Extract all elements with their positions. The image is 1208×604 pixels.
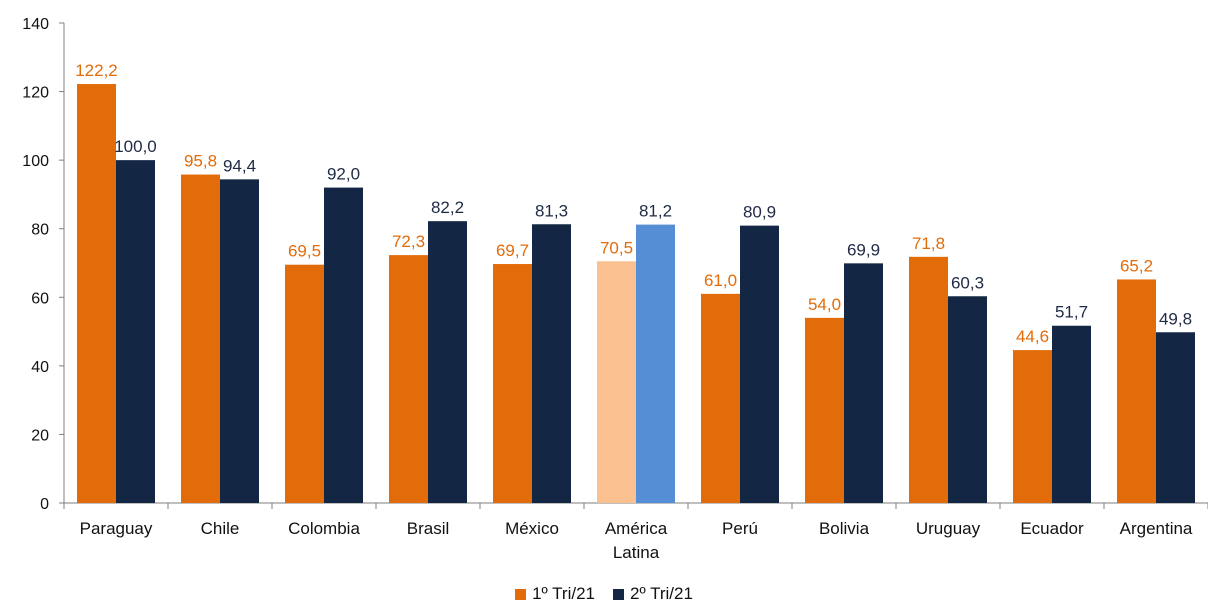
bar-2-2 bbox=[324, 187, 363, 504]
x-tick-label: Paraguay bbox=[80, 519, 153, 538]
x-tick-label: América bbox=[605, 519, 668, 538]
bar-2-6 bbox=[740, 225, 779, 503]
bars bbox=[77, 84, 1195, 504]
legend-item-series-1: 1º Tri/21 bbox=[515, 584, 595, 604]
legend-swatch-series-2 bbox=[613, 588, 624, 600]
bar-2-1 bbox=[220, 179, 259, 504]
legend-label-series-1: 1º Tri/21 bbox=[532, 584, 595, 603]
data-label: 69,9 bbox=[847, 240, 880, 259]
data-label: 65,2 bbox=[1120, 256, 1153, 275]
data-label: 44,6 bbox=[1016, 327, 1049, 346]
data-label: 69,5 bbox=[288, 242, 321, 261]
bar-1-1 bbox=[181, 174, 220, 504]
x-tick-label: México bbox=[505, 519, 559, 538]
y-tick-label: 0 bbox=[40, 496, 49, 513]
data-label: 81,3 bbox=[535, 201, 568, 220]
bar-1-10 bbox=[1117, 279, 1156, 503]
x-tick-label: Argentina bbox=[1120, 519, 1193, 538]
data-label: 100,0 bbox=[114, 137, 157, 156]
bar-2-4 bbox=[532, 224, 571, 503]
data-label: 122,2 bbox=[75, 61, 118, 80]
y-tick-label: 60 bbox=[31, 290, 49, 307]
x-tick-label: Uruguay bbox=[916, 519, 981, 538]
bar-1-8 bbox=[909, 256, 948, 503]
bar-chart: 0 20 40 60 80 100 120 140 Paraguay Chile Colombia B… bbox=[22, 16, 1208, 562]
x-tick-label: Colombia bbox=[288, 519, 360, 538]
bar-1-6 bbox=[701, 293, 740, 503]
legend-swatch-series-1 bbox=[515, 588, 527, 600]
axes: 0 20 40 60 80 100 120 140 Paraguay Chile Colombia B… bbox=[22, 16, 1208, 562]
bar-1-2 bbox=[285, 264, 324, 503]
bar-2-5 bbox=[636, 224, 675, 503]
x-tick-label: Brasil bbox=[407, 519, 450, 538]
bar-2-8 bbox=[948, 296, 987, 503]
bar-2-9 bbox=[1052, 325, 1091, 503]
bar-1-0 bbox=[77, 84, 116, 504]
data-label: 72,3 bbox=[392, 232, 425, 251]
data-label: 70,5 bbox=[600, 238, 633, 257]
data-label: 49,8 bbox=[1159, 309, 1192, 328]
data-label: 60,3 bbox=[951, 273, 984, 292]
x-tick-label: Latina bbox=[613, 543, 660, 562]
data-label: 81,2 bbox=[639, 202, 672, 221]
data-label: 69,7 bbox=[496, 241, 529, 260]
y-tick-label: 40 bbox=[31, 359, 49, 376]
bar-2-7 bbox=[844, 263, 883, 503]
data-label: 54,0 bbox=[808, 295, 841, 314]
x-tick-label: Perú bbox=[722, 519, 758, 538]
x-tick-label: Bolivia bbox=[819, 519, 870, 538]
legend: 1º Tri/21 2º Tri/21 bbox=[0, 584, 1208, 604]
y-tick-label: 20 bbox=[31, 427, 49, 444]
x-tick-label: Chile bbox=[201, 519, 240, 538]
y-tick-label: 140 bbox=[22, 16, 49, 33]
y-tick-label: 100 bbox=[22, 153, 49, 170]
bar-2-10 bbox=[1156, 332, 1195, 503]
y-tick-label: 120 bbox=[22, 85, 49, 102]
data-label: 94,4 bbox=[223, 156, 256, 175]
bar-2-3 bbox=[428, 221, 467, 503]
bar-1-7 bbox=[805, 317, 844, 503]
legend-label-series-2: 2º Tri/21 bbox=[630, 584, 693, 603]
bar-1-5 bbox=[597, 261, 636, 503]
bar-2-0 bbox=[116, 160, 155, 503]
data-label: 61,0 bbox=[704, 271, 737, 290]
data-label: 71,8 bbox=[912, 234, 945, 253]
data-label: 80,9 bbox=[743, 203, 776, 222]
x-tick-label: Ecuador bbox=[1020, 519, 1084, 538]
data-label: 92,0 bbox=[327, 165, 360, 184]
bar-1-4 bbox=[493, 264, 532, 503]
data-label: 82,2 bbox=[431, 198, 464, 217]
data-label: 51,7 bbox=[1055, 303, 1088, 322]
bar-1-9 bbox=[1013, 350, 1052, 503]
data-label: 95,8 bbox=[184, 152, 217, 171]
y-tick-label: 80 bbox=[31, 222, 49, 239]
legend-item-series-2: 2º Tri/21 bbox=[613, 584, 693, 604]
bar-1-3 bbox=[389, 255, 428, 503]
data-labels: 122,2 95,8 69,5 72,3 69,7 70,5 61,0 54,0 71,8 44,… bbox=[75, 61, 1192, 346]
